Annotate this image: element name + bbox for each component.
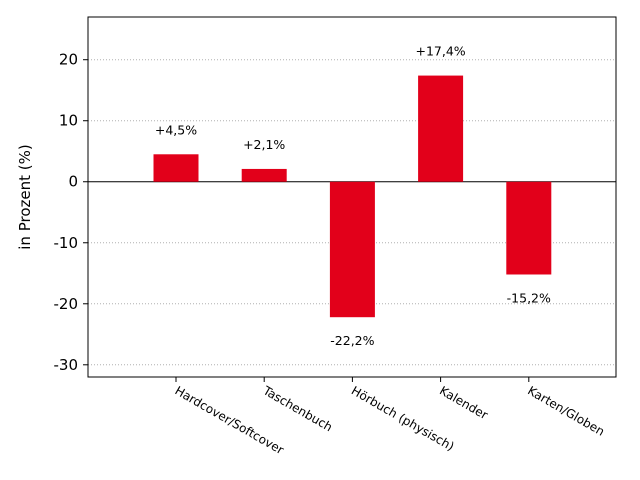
y-axis-title: in Prozent (%) <box>16 144 34 249</box>
x-category-label: Karten/Globen <box>525 383 607 438</box>
bar <box>153 154 199 182</box>
y-tick-label: -20 <box>54 295 79 313</box>
y-tick-label: 10 <box>59 112 78 130</box>
data-label: +4,5% <box>155 122 197 137</box>
data-label: +17,4% <box>416 44 466 59</box>
bars <box>153 75 552 318</box>
data-labels: +4,5% +2,1% -22,2% +17,4% -15,2% <box>155 44 551 349</box>
bar <box>506 181 552 275</box>
data-label: +2,1% <box>243 137 285 152</box>
data-label: -15,2% <box>507 290 551 305</box>
bar <box>418 75 464 182</box>
y-tick-label: -10 <box>54 234 79 252</box>
y-tick-label: 0 <box>68 173 78 191</box>
y-axis: 20 10 0 -10 -20 -30 <box>54 51 88 374</box>
data-label: -22,2% <box>330 333 374 348</box>
bar <box>241 168 287 182</box>
y-tick-label: 20 <box>59 51 78 69</box>
y-tick-label: -30 <box>54 356 79 374</box>
x-category-label: Kalender <box>437 383 490 422</box>
bar <box>329 181 375 318</box>
x-category-label: Taschenbuch <box>260 383 335 434</box>
